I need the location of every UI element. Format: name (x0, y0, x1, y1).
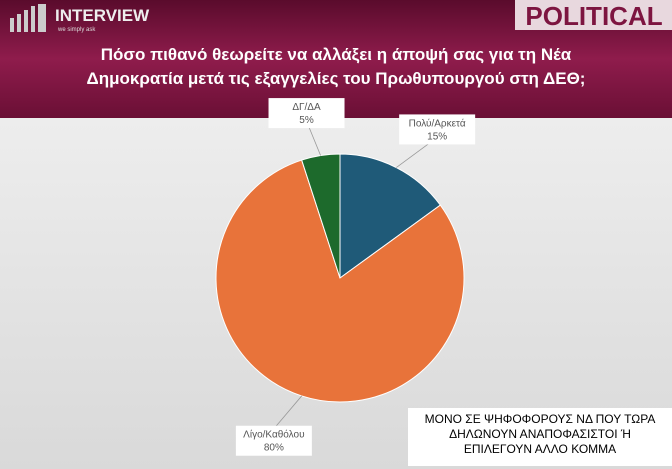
value-label: 5% (299, 115, 314, 126)
pie-slice (301, 153, 341, 279)
chart-title: Δημοκρατία μετά τις εξαγγελίες του Πρωθυ… (87, 69, 586, 88)
slice-label: Πολύ/Αρκετά (409, 117, 466, 129)
value-label: 15% (427, 131, 447, 142)
label-box (268, 98, 345, 129)
slice-label: ΔΓ/ΔΑ (292, 102, 321, 113)
brand-box (515, 0, 672, 30)
pie-slice (339, 153, 442, 279)
note-box (408, 408, 672, 466)
logo: INTERVIEW (55, 6, 150, 25)
value-label: 80% (264, 443, 284, 454)
note: ΕΠΙΛΕΓΟΥΝ ΑΛΛΟ ΚΟΜΜΑ (464, 442, 616, 456)
logo-icon (10, 4, 46, 32)
chart-title: Πόσο πιθανό θεωρείτε να αλλάξει η άποψή … (101, 45, 572, 64)
slice-label: Λίγο/Καθόλου (243, 429, 304, 441)
tagline: we simply ask (57, 27, 96, 33)
brand: POLITICAL (525, 1, 662, 31)
note: ΜΟΝΟ ΣΕ ΨΗΦΟΦΟΡΟΥΣ ΝΔ ΠΟΥ ΤΩΡΑ (425, 412, 656, 426)
label-box (235, 425, 312, 456)
leader-line (273, 395, 302, 429)
note: ΔΗΛΩΝΟΥΝ ΑΝΑΠΟΦΑΣΙΣΤΟΙ Ή (449, 427, 631, 441)
label-box (399, 114, 476, 145)
